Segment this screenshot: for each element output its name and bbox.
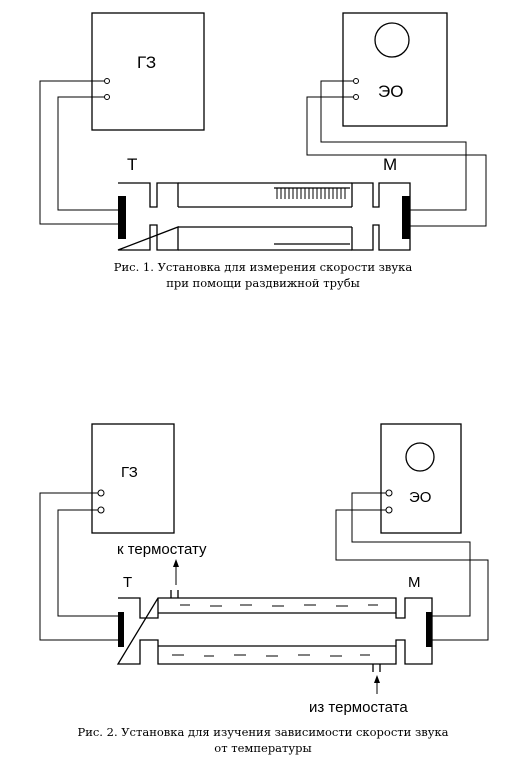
oscilloscope-label: ЭО xyxy=(378,82,403,101)
generator-2-terminal-bottom xyxy=(97,506,105,514)
telephone-label-2: Т xyxy=(123,574,132,591)
oscilloscope-terminal-top xyxy=(353,78,359,84)
slide-scale-ticks xyxy=(276,188,346,199)
oscilloscope-screen xyxy=(374,22,410,58)
from-thermostat-label: из термостата xyxy=(309,699,408,716)
figure-1-caption-line-2: при помощи раздвижной трубы xyxy=(166,276,360,290)
oscilloscope-box-2 xyxy=(380,423,462,534)
microphone-membrane xyxy=(402,196,410,239)
wire-gen-inner xyxy=(57,96,118,211)
wire-osc2-outer xyxy=(335,509,489,641)
microphone-2-membrane xyxy=(426,612,432,647)
generator-box xyxy=(91,12,205,131)
oscilloscope-box xyxy=(342,12,448,127)
oscilloscope-2-terminal-bottom xyxy=(385,506,393,514)
from-thermostat-arrowhead xyxy=(374,675,380,683)
telephone-membrane xyxy=(118,196,126,239)
figure-2: ГЗ ЭО xyxy=(39,423,489,755)
to-thermostat-label: к термостату xyxy=(117,541,207,558)
figure-1: ГЗ ЭО Т М xyxy=(39,12,487,290)
wire-osc-inner xyxy=(320,80,467,211)
figure-2-caption-line-2: от температуры xyxy=(214,741,311,755)
figure-2-caption-line-1: Рис. 2. Установка для изучения зависимос… xyxy=(77,725,448,739)
generator-terminal-bottom xyxy=(104,94,110,100)
wire-osc-outer xyxy=(306,96,487,227)
telephone-2-membrane xyxy=(118,612,124,647)
oscilloscope-2-screen xyxy=(405,442,435,472)
oscilloscope-2-terminal-top xyxy=(385,489,393,497)
generator-label-2: ГЗ xyxy=(121,464,138,481)
tube-1-outline xyxy=(117,182,411,251)
telephone-label: Т xyxy=(127,155,137,174)
oscilloscope-label-2: ЭО xyxy=(409,489,431,506)
microphone-label: М xyxy=(383,155,397,174)
wire-gen2-inner xyxy=(57,509,118,617)
to-thermostat-arrowhead xyxy=(173,559,179,567)
microphone-label-2: М xyxy=(408,574,421,591)
oscilloscope-terminal-bottom xyxy=(353,94,359,100)
generator-terminal-top xyxy=(104,78,110,84)
generator-2-terminal-top xyxy=(97,489,105,497)
water-dashes xyxy=(172,604,378,657)
generator-box-2 xyxy=(91,423,175,534)
wire-osc2-inner xyxy=(351,492,471,617)
generator-label: ГЗ xyxy=(137,53,156,72)
wire-gen-outer xyxy=(39,80,118,225)
tube-2-outline xyxy=(116,597,433,665)
figure-1-caption-line-1: Рис. 1. Установка для измерения скорости… xyxy=(114,260,413,274)
wire-gen2-outer xyxy=(39,492,118,641)
